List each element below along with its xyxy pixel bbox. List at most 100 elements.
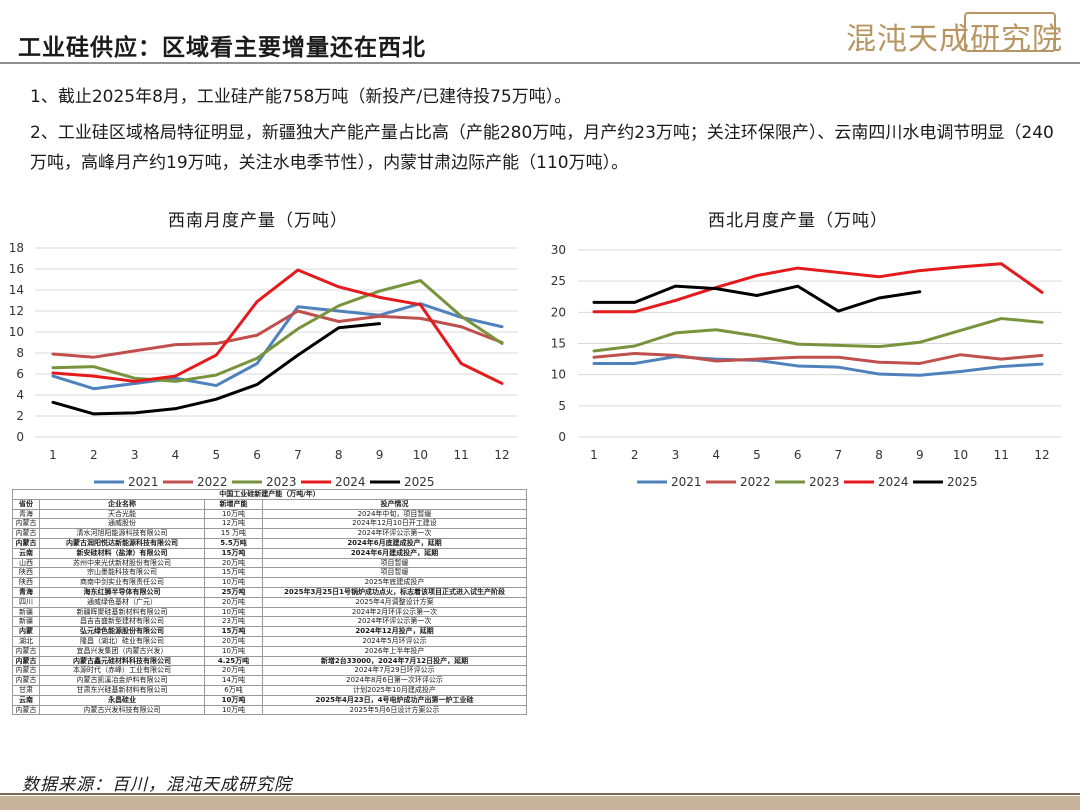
cell-province: 内蒙古 — [12, 675, 40, 686]
x-tick-label: 7 — [835, 448, 843, 462]
x-tick-label: 11 — [454, 448, 469, 462]
legend-label: 2023 — [809, 475, 840, 489]
cell-province: 内蒙古 — [12, 704, 40, 716]
y-tick-label: 0 — [16, 430, 24, 444]
legend-label: 2025 — [404, 475, 435, 489]
footer-bar — [0, 796, 1080, 810]
cell-company: 永昌硅业 — [39, 694, 205, 706]
y-tick-label: 6 — [16, 367, 24, 381]
cell-province: 云南 — [12, 694, 40, 706]
cell-province: 内蒙古 — [12, 528, 40, 539]
cell-capacity: 10万吨 — [204, 694, 263, 706]
series-line-2021 — [592, 355, 1044, 377]
cell-status: 2025年底建成投产 — [262, 577, 527, 588]
x-tick-label: 5 — [212, 448, 220, 462]
table-row: 陕西 宗山墨能科技有限公司 15万吨 项目暂缓 — [12, 567, 527, 579]
cell-province: 青海 — [12, 586, 40, 598]
x-tick-label: 10 — [413, 448, 428, 462]
cell-company: 清水河旭阳能源科技有限公司 — [39, 528, 205, 539]
cell-company: 新安硅材料（盐津）有限公司 — [39, 547, 205, 559]
cell-company: 苏州中来光伏新材股份有限公司 — [39, 557, 205, 569]
cell-status: 2024年7月29日环评公示 — [262, 665, 527, 677]
table-row: 内蒙古 内蒙古凯溪冶金炉料有限公司 14万吨 2024年8月6日第一次环评公示 — [12, 675, 527, 686]
legend-label: 2025 — [947, 475, 978, 489]
legend-label: 2022 — [740, 475, 771, 489]
data-source: 数据来源：百川，混沌天成研究院 — [22, 775, 292, 795]
x-tick-label: 12 — [1034, 448, 1049, 462]
cell-company: 宜昌兴发集团（内蒙古兴发） — [39, 645, 205, 657]
series-line-2024 — [51, 268, 504, 385]
table-row: 内蒙古 内蒙古鑫元硅材料科技有限公司 4.25万吨 新增2台33000，2024年7月… — [12, 655, 527, 667]
chart-title-southwest: 西南月度产量（万吨） — [168, 211, 348, 231]
cell-province: 内蒙古 — [12, 655, 40, 667]
x-tick-label: 3 — [672, 448, 680, 462]
footer-line — [0, 793, 1080, 795]
cell-company: 内蒙古凯溪冶金炉料有限公司 — [39, 675, 205, 686]
table-header-capacity: 新增产能 — [204, 498, 263, 510]
table-row: 新疆 新疆晖聚硅基新材料有限公司 10万吨 2024年2月环评公示第一次 — [12, 606, 527, 618]
cell-capacity: 5.5万吨 — [204, 537, 263, 549]
x-tick-label: 2 — [631, 448, 639, 462]
table-row: 云南 新安硅材料（盐津）有限公司 15万吨 2024年6月建成投产，延期 — [12, 547, 527, 559]
cell-capacity: 20万吨 — [204, 635, 263, 647]
cell-status: 2024年6月底建成投产，延期 — [262, 537, 527, 549]
series-line-2022 — [592, 351, 1044, 365]
series-line-2025 — [592, 284, 922, 313]
table-row: 内蒙古 本源时代（赤峰）工业有限公司 20万吨 2024年7月29日环评公示 — [12, 665, 527, 677]
cell-company: 内蒙古润阳悦达新能源科技有限公司 — [39, 537, 205, 549]
cell-province: 新疆 — [12, 616, 40, 628]
x-tick-label: 5 — [753, 448, 761, 462]
cell-province: 山西 — [12, 557, 40, 569]
logo-text: 混沌天成研究院 — [846, 22, 1063, 57]
y-tick-label: 10 — [9, 325, 24, 339]
table-row: 山西 苏州中来光伏新材股份有限公司 20万吨 项目暂缓 — [12, 557, 527, 569]
cell-status: 2024年2月环评公示第一次 — [262, 606, 527, 618]
table-row: 陕西 商南中剑实业有限责任公司 10万吨 2025年底建成投产 — [12, 577, 527, 588]
series-line-2025 — [51, 322, 382, 416]
cell-company: 隆昌（湖北）硅业有限公司 — [39, 635, 205, 647]
cell-capacity: 15 万吨 — [204, 528, 263, 539]
x-tick-label: 3 — [131, 448, 139, 462]
cell-status: 新增2台33000，2024年7月12日投产，延期 — [262, 655, 527, 667]
cell-company: 通威绿色基材（广元） — [39, 596, 205, 608]
y-tick-label: 0 — [558, 430, 566, 444]
cell-province: 内蒙古 — [12, 537, 40, 549]
table-row: 内蒙古 通威股份 12万吨 2024年12月10日开工建设 — [12, 518, 527, 530]
series-line-2023 — [51, 279, 504, 383]
y-tick-label: 14 — [9, 283, 24, 297]
cell-province: 内蒙 — [12, 626, 40, 637]
logo-frame — [964, 12, 1056, 52]
y-tick-label: 30 — [551, 243, 566, 257]
chart-title-northwest: 西北月度产量（万吨） — [708, 211, 888, 231]
y-tick-label: 5 — [558, 399, 566, 413]
y-tick-label: 20 — [551, 305, 566, 319]
x-tick-label: 10 — [953, 448, 968, 462]
table-row: 新疆 昌吉吉盛新型建材有限公司 23万吨 2024年环评公示第一次 — [12, 616, 527, 628]
header: 工业硅供应：区域看主要增量还在西北 混沌天成研究院 — [0, 0, 1080, 62]
legend-label: 2023 — [266, 475, 297, 489]
cell-company: 内蒙古鑫元硅材料科技有限公司 — [39, 655, 205, 667]
cell-capacity: 10万吨 — [204, 645, 263, 657]
cell-capacity: 14万吨 — [204, 675, 263, 686]
table-header-status: 投产情况 — [262, 498, 527, 510]
cell-province: 陕西 — [12, 567, 40, 579]
cell-status: 2024年环评公示第一次 — [262, 616, 527, 628]
cell-capacity: 10万吨 — [204, 606, 263, 618]
y-tick-label: 18 — [9, 241, 24, 255]
cell-capacity: 20万吨 — [204, 557, 263, 569]
cell-status: 计划2025年10月建成投产 — [262, 684, 527, 696]
cell-province: 陕西 — [12, 577, 40, 588]
cell-company: 宗山墨能科技有限公司 — [39, 567, 205, 579]
cell-company: 天合光能 — [39, 508, 205, 520]
legend-label: 2021 — [671, 475, 702, 489]
cell-capacity: 15万吨 — [204, 547, 263, 559]
table-row: 四川 通威绿色基材（广元） 20万吨 2025年4月调整设计方案 — [12, 596, 527, 608]
y-tick-label: 2 — [16, 409, 24, 423]
table-row: 云南 永昌硅业 10万吨 2025年4月23日，4号电炉成功产出第一炉工业硅 — [12, 694, 527, 706]
cell-company: 昌吉吉盛新型建材有限公司 — [39, 616, 205, 628]
table-row: 内蒙 弘元绿色能源股份有限公司 15万吨 2024年12月投产，延期 — [12, 626, 527, 637]
cell-capacity: 10万吨 — [204, 508, 263, 520]
table-row: 内蒙古 宜昌兴发集团（内蒙古兴发） 10万吨 2026年上半年投产 — [12, 645, 527, 657]
table-row: 内蒙古 清水河旭阳能源科技有限公司 15 万吨 2024年环评公示第一次 — [12, 528, 527, 539]
cell-province: 甘肃 — [12, 684, 40, 696]
